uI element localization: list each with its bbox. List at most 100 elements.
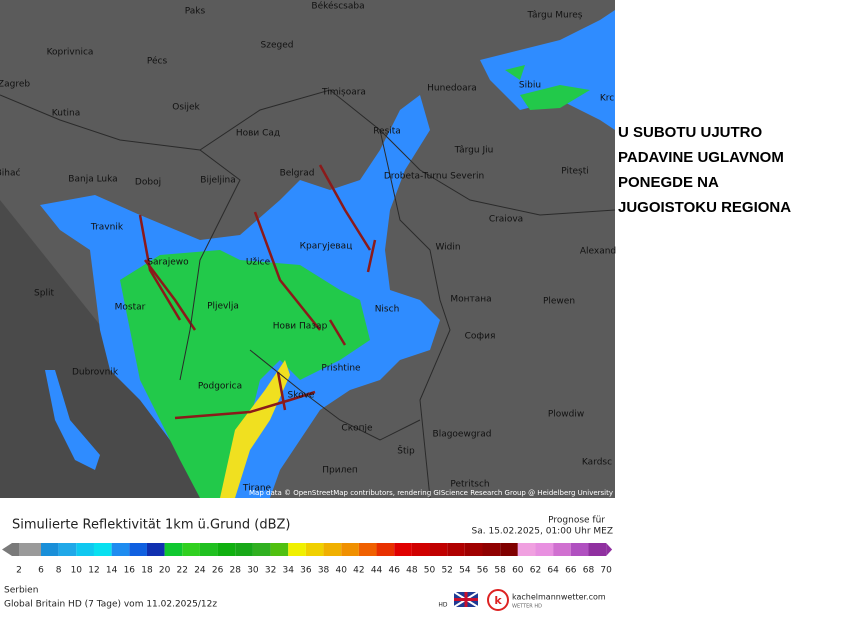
colorbar-segment bbox=[570, 543, 589, 556]
colorbar-segment bbox=[464, 543, 483, 556]
annotation-line: PADAVINE UGLAVNOM bbox=[618, 149, 784, 166]
colorbar-tick-label: 16 bbox=[124, 566, 136, 576]
city-label: Split bbox=[34, 289, 54, 299]
colorbar-tick-label: 14 bbox=[106, 566, 118, 576]
colorbar-segment bbox=[411, 543, 430, 556]
city-label: Timișoara bbox=[321, 88, 366, 98]
colorbar-segment bbox=[588, 543, 607, 556]
brand-logo[interactable] bbox=[487, 589, 509, 611]
city-label: Нови Пазар bbox=[273, 322, 328, 332]
colorbar-tick-label: 62 bbox=[530, 566, 541, 576]
colorbar-tick-label: 56 bbox=[477, 566, 489, 576]
city-label: Widin bbox=[435, 243, 460, 253]
city-label: Banja Luka bbox=[68, 175, 117, 185]
colorbar-segment bbox=[58, 543, 77, 556]
colorbar-segment bbox=[517, 543, 536, 556]
colorbar-tick-label: 26 bbox=[212, 566, 224, 576]
colorbar-segment bbox=[146, 543, 165, 556]
colorbar-tick-label: 32 bbox=[265, 566, 276, 576]
city-label: Alexand bbox=[580, 247, 616, 257]
city-label: Užice bbox=[246, 258, 271, 268]
colorbar-segment bbox=[482, 543, 501, 556]
colorbar-tick-label: 48 bbox=[406, 566, 418, 576]
colorbar-tick-label: 6 bbox=[38, 566, 44, 576]
colorbar-segment bbox=[93, 543, 112, 556]
colorbar-segment bbox=[12, 543, 19, 556]
colorbar-segment bbox=[288, 543, 306, 556]
forecast-time: Sa. 15.02.2025, 01:00 Uhr MEZ bbox=[472, 527, 613, 537]
city-label: Plowdiw bbox=[548, 410, 584, 420]
radar-yellow bbox=[220, 360, 290, 498]
brand[interactable]: kachelmannwetter.com bbox=[512, 593, 606, 602]
city-label: Prishtine bbox=[321, 364, 361, 374]
colorbar-tick-label: 12 bbox=[88, 566, 99, 576]
colorbar-tick-label: 68 bbox=[583, 566, 595, 576]
forecast-label: Prognose für bbox=[548, 516, 605, 526]
city-label: Нови Сад bbox=[236, 129, 280, 139]
brand-sub: WETTER HD bbox=[512, 604, 542, 610]
city-label: Kutina bbox=[52, 109, 80, 119]
colorbar-segment bbox=[429, 543, 448, 556]
colorbar-tick-label: 50 bbox=[424, 566, 436, 576]
colorbar-tick-label: 10 bbox=[71, 566, 83, 576]
colorbar-segment bbox=[341, 543, 359, 556]
map: Paks Békéscsaba Târgu Mureș Koprivnica Pécs S… bbox=[0, 0, 616, 499]
colorbar-tick-label: 46 bbox=[388, 566, 400, 576]
flag-cross-red bbox=[454, 592, 478, 607]
colorbar-segment bbox=[553, 543, 571, 556]
city-label: Zagreb bbox=[0, 80, 30, 90]
colorbar-segment bbox=[164, 543, 183, 556]
colorbar-tick-label: 36 bbox=[300, 566, 312, 576]
colorbar-segment bbox=[217, 543, 236, 556]
attribution: Map data © OpenStreetMap contributors, r… bbox=[249, 489, 613, 497]
city-label: Blagoewgrad bbox=[433, 430, 492, 440]
region: Serbien bbox=[4, 586, 38, 596]
colorbar-tick-label: 52 bbox=[441, 566, 452, 576]
city-label: Békéscsaba bbox=[311, 1, 364, 12]
radar-green-ne bbox=[505, 65, 590, 110]
city-label: Podgorica bbox=[198, 382, 242, 392]
city-label: Reșita bbox=[373, 127, 401, 137]
hd-label: HD bbox=[438, 602, 448, 609]
city-label: Mostar bbox=[115, 303, 146, 313]
colorbar-tick-label: 24 bbox=[194, 566, 206, 576]
colorbar-arrow-right bbox=[606, 543, 613, 556]
city-label: Krc bbox=[600, 94, 614, 104]
colorbar-tick-label: 60 bbox=[512, 566, 524, 576]
colorbar-segment bbox=[323, 543, 342, 556]
city-label: Bijeljina bbox=[200, 176, 235, 186]
city-label: София bbox=[465, 332, 496, 342]
city-label: Pljevlja bbox=[207, 302, 239, 312]
colorbar-tick-label: 40 bbox=[335, 566, 347, 576]
colorbar-segment bbox=[111, 543, 130, 556]
city-label: Szeged bbox=[261, 41, 294, 51]
annotation-lines bbox=[138, 164, 377, 420]
colorbar-segment bbox=[270, 543, 289, 556]
colorbar-tick-label: 28 bbox=[230, 566, 242, 576]
colorbar-segment bbox=[447, 543, 465, 556]
radar-blue-ne bbox=[480, 10, 615, 130]
brand-logo-letter: k bbox=[494, 594, 502, 607]
city-label: Pitești bbox=[561, 167, 589, 177]
colorbar-tick-label: 8 bbox=[56, 566, 62, 576]
radar-blue-coast bbox=[45, 370, 100, 470]
colorbar-segment bbox=[394, 543, 412, 556]
city-label: Târgu Jiu bbox=[454, 146, 494, 156]
colorbar-tick-label: 22 bbox=[177, 566, 188, 576]
city-label: Skove bbox=[288, 391, 315, 401]
colorbar-tick-label: 38 bbox=[318, 566, 330, 576]
colorbar-segment bbox=[500, 543, 518, 556]
colorbar-tick-label: 66 bbox=[565, 566, 577, 576]
city-label: Tirane bbox=[242, 484, 272, 494]
annotation-line: JUGOISTOKU REGIONA bbox=[618, 199, 791, 216]
colorbar-segment bbox=[252, 543, 271, 556]
annotation-line: U SUBOTU UJUTRO bbox=[618, 124, 763, 141]
city-label: Hunedoara bbox=[427, 84, 477, 94]
colorbar-tick-label: 58 bbox=[494, 566, 506, 576]
city-label: Koprivnica bbox=[47, 48, 94, 58]
city-label: Craiova bbox=[489, 215, 523, 225]
city-label: Travnik bbox=[90, 223, 124, 233]
colorbar-tick-label: 34 bbox=[283, 566, 295, 576]
colorbar-segment bbox=[376, 543, 395, 556]
